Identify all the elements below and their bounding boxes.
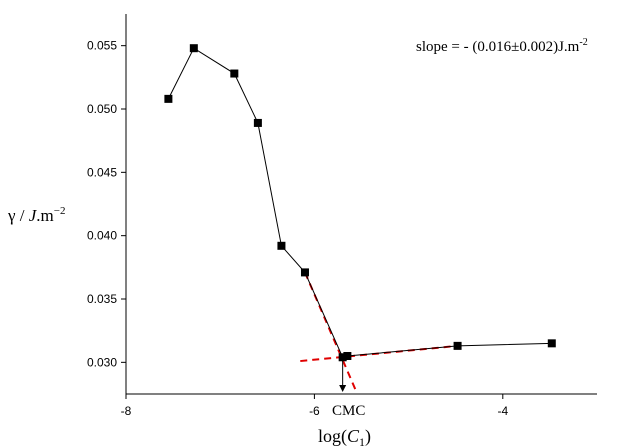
data-point (230, 69, 239, 78)
data-point (547, 339, 556, 348)
data-point (453, 341, 462, 350)
x-axis-label: log(C1) (318, 426, 371, 448)
data-series (164, 44, 556, 362)
x-axis-label-prefix: log( (318, 426, 347, 447)
fit-line (300, 344, 458, 363)
y-axis-label-J: J (29, 206, 38, 225)
data-point (164, 94, 173, 103)
series-line (167, 47, 552, 358)
y-tick-label: 0.055 (87, 39, 117, 53)
fit-lines (300, 272, 458, 394)
data-point (338, 353, 347, 362)
y-ticks: 0.030 0.035 0.040 0.045 0.050 0.055 (87, 39, 126, 369)
data-point (253, 118, 262, 127)
x-tick-label: -4 (497, 404, 508, 418)
x-axis-label-subscript: 1 (359, 435, 365, 448)
cmc-marker: CMC (332, 360, 365, 419)
y-axis-label-exponent: −2 (54, 205, 66, 217)
slope-annotation: slope = - (0.016±0.002)J.m-2 (416, 37, 588, 55)
y-tick-label: 0.030 (87, 355, 117, 369)
x-axis-label-variable: C (347, 426, 360, 446)
x-tick-label: -6 (309, 404, 320, 418)
y-tick-label: 0.050 (87, 102, 117, 116)
data-point (189, 44, 198, 53)
x-axis-label-suffix: ) (365, 426, 371, 447)
cmc-label: CMC (332, 403, 365, 419)
slope-annotation-exponent: -2 (579, 37, 587, 48)
fit-line (304, 272, 358, 394)
y-tick-label: 0.045 (87, 165, 117, 179)
y-axis-label: γ / J.m−2 (7, 205, 66, 225)
axes (125, 14, 597, 395)
data-point (343, 352, 352, 360)
data-point (277, 241, 286, 250)
x-tick-label: -8 (121, 404, 132, 418)
y-axis-label-unit: .m (36, 206, 53, 225)
y-tick-label: 0.040 (87, 229, 117, 243)
x-ticks: -8 -6 -4 (121, 394, 508, 418)
y-axis-label-gamma: γ / (7, 206, 29, 225)
slope-annotation-text: slope = - (0.016±0.002)J.m (416, 39, 580, 55)
data-point (300, 268, 309, 277)
cmc-arrowhead (339, 385, 347, 392)
y-tick-label: 0.035 (87, 292, 117, 306)
